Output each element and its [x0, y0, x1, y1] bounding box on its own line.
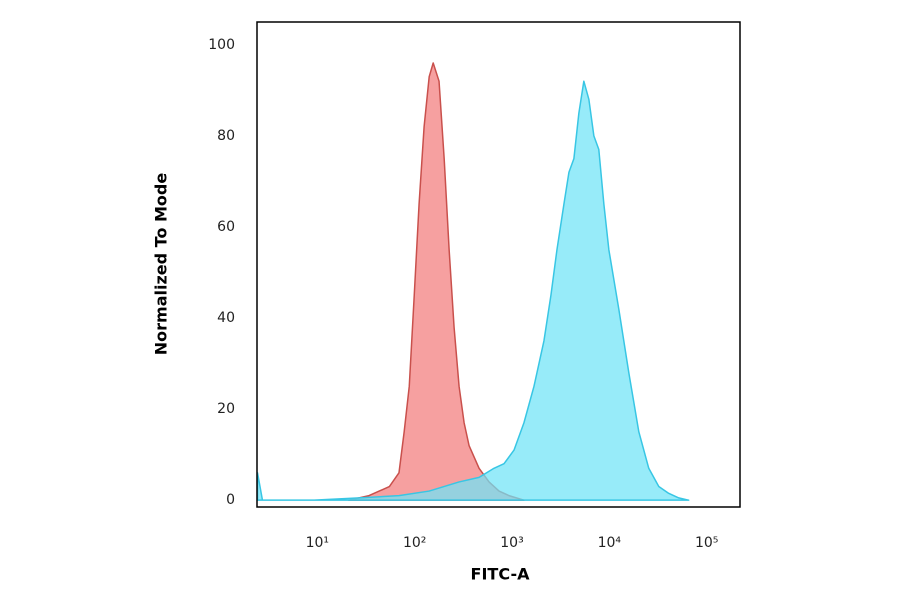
y-tick-label: 20: [217, 401, 235, 417]
x-tick-label: 10²: [403, 535, 426, 551]
x-tick-label: 10⁵: [695, 535, 718, 551]
plot-area: [256, 62, 690, 501]
y-tick-label: 60: [217, 219, 235, 235]
plot-frame: [256, 21, 741, 508]
y-axis-title: Normalized To Mode: [152, 173, 171, 356]
histogram-area: [256, 80, 690, 501]
x-axis-title: FITC-A: [471, 565, 531, 584]
y-tick-label: 0: [226, 492, 235, 508]
x-tick-label: 10⁴: [598, 535, 622, 551]
y-tick-label: 40: [217, 310, 235, 326]
y-tick-label: 80: [217, 128, 235, 144]
x-tick-label: 10¹: [306, 535, 329, 551]
histogram-area: [347, 62, 525, 501]
x-tick-label: 10³: [500, 535, 523, 551]
y-tick-label: 100: [208, 37, 235, 53]
